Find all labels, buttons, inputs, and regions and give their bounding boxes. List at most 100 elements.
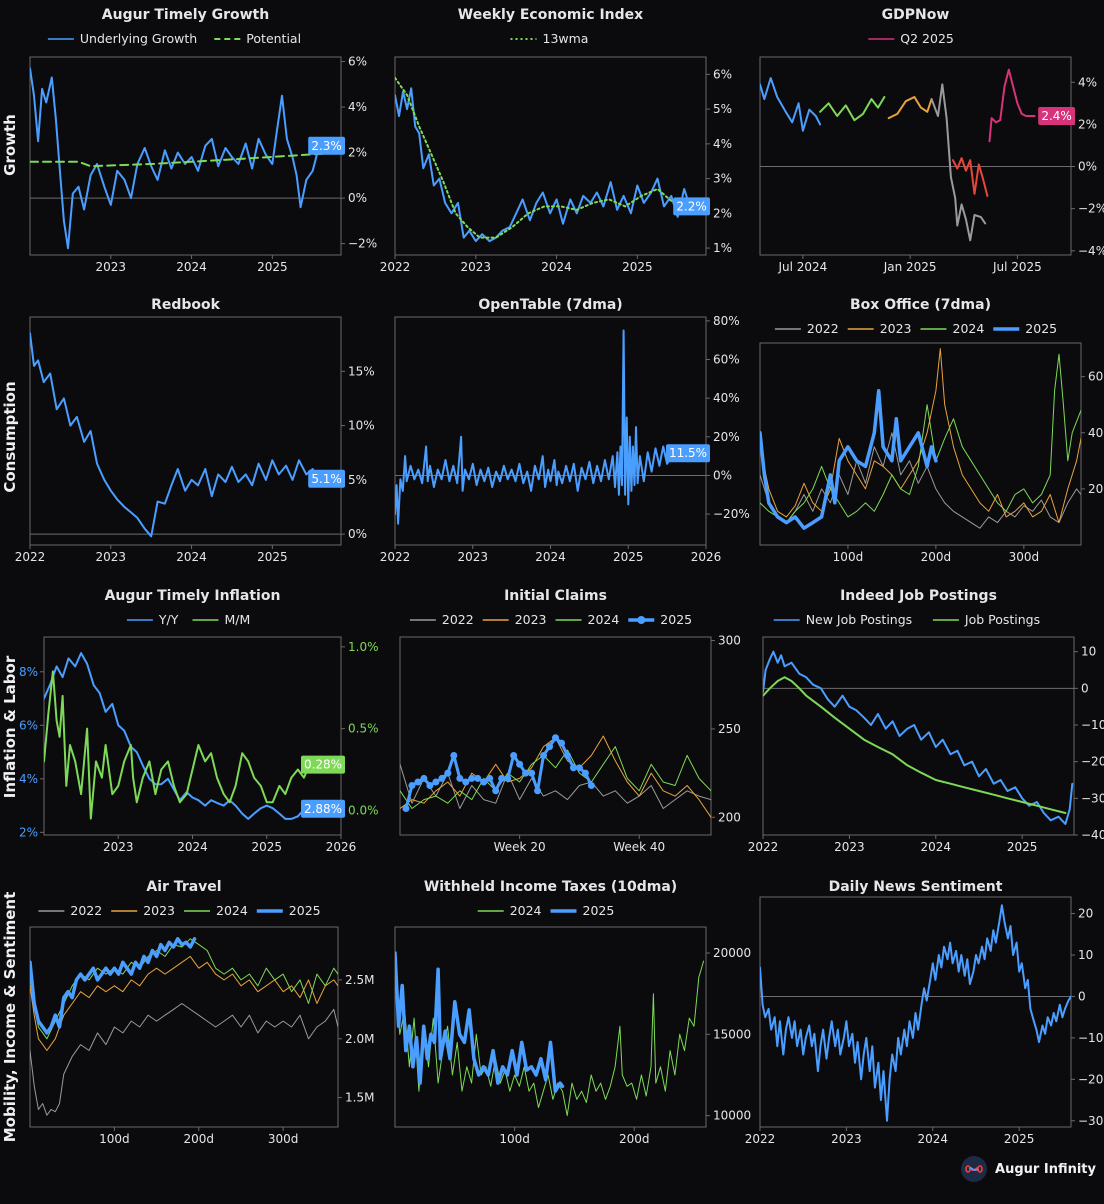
y-tick-label: 1.0%: [348, 640, 379, 654]
legend-label: New Job Postings: [806, 612, 912, 627]
y-tick-label: 60%: [713, 353, 740, 367]
series-group: [760, 904, 1071, 1122]
legend-item: Underlying Growth: [47, 31, 197, 46]
y-tick-label: 15%: [348, 364, 375, 378]
plot-frame: [29, 56, 342, 256]
legend-label: 2022: [807, 321, 839, 336]
y-tick-label: 1%: [713, 241, 732, 255]
series-line-q2-2025: [988, 68, 1036, 143]
series-marker: [516, 760, 524, 768]
y-tick-label: 200: [718, 810, 741, 824]
end-label: 5.1%: [311, 472, 342, 486]
end-label: 2.3%: [311, 139, 342, 153]
y-tick-label: 4%: [1078, 75, 1097, 89]
series-line-2022: [30, 1003, 338, 1116]
brand[interactable]: Augur Infinity: [961, 1156, 1096, 1182]
y-tick-label: −2%: [1078, 202, 1104, 216]
chart-title: Daily News Sentiment: [829, 879, 1003, 895]
x-tick-label: Week 40: [613, 840, 665, 854]
y-tick-label: −10: [1078, 1031, 1103, 1045]
end-label-box: [308, 136, 345, 155]
brand-name: Augur Infinity: [995, 1161, 1096, 1177]
chart-title: OpenTable (7dma): [478, 297, 622, 313]
y-tick-label: −20%: [713, 507, 750, 521]
series-marker: [498, 774, 506, 782]
x-tick-label: 2023: [457, 550, 488, 564]
legend-label: M/M: [225, 612, 251, 627]
legend-item: Potential: [214, 31, 301, 46]
x-tick-label: 2023: [103, 840, 134, 854]
series-group: [395, 76, 691, 243]
y-tick-label: 6%: [713, 67, 732, 81]
x-tick-label: 2024: [541, 260, 572, 274]
series-marker: [528, 769, 536, 777]
x-tick-label: 2025: [251, 840, 282, 854]
legend-label: 2025: [583, 903, 615, 918]
x-tick-label: 2025: [257, 550, 288, 564]
y-tick-label: 10000: [713, 1109, 751, 1123]
legend-item: 2023: [111, 903, 175, 918]
legend-item: 2024: [477, 903, 542, 918]
series-marker: [480, 778, 488, 786]
series-marker: [420, 774, 428, 782]
chart-title: Indeed Job Postings: [840, 588, 997, 604]
chart-opentable: OpenTable (7dma) 2022 2023 2024 2025 2026 80% 6…: [380, 297, 750, 564]
series-line-2023: [30, 955, 338, 1051]
legend-label: 2023: [515, 612, 547, 627]
series-marker: [546, 743, 554, 751]
y-tick-label: 0%: [348, 527, 367, 541]
series-line-2024: [395, 960, 705, 1117]
legend-item: Q2 2025: [868, 31, 954, 46]
y-tick-label: 20000: [713, 946, 751, 960]
x-tick-label: Jan 2025: [883, 260, 937, 274]
series-marker: [438, 774, 446, 782]
y-tick-label: 0%: [348, 191, 367, 205]
y-tick-label: 2.0M: [345, 1032, 374, 1046]
series-marker: [569, 764, 577, 772]
x-tick-label: 2024: [535, 550, 566, 564]
x-tick-label: 2025: [613, 550, 644, 564]
legend-item: 2024: [920, 321, 984, 336]
legend-item: 2024: [555, 612, 619, 627]
y-tick-label: 10: [1081, 645, 1096, 659]
series-marker: [414, 778, 422, 786]
y-tick-label: −2%: [348, 237, 377, 251]
chart-title: Air Travel: [146, 879, 221, 895]
series-line-job-postings: [763, 676, 1067, 814]
end-label: 2.88%: [304, 802, 342, 816]
legend-label: 2024: [216, 903, 248, 918]
series-marker: [563, 751, 571, 759]
series-marker: [432, 778, 440, 786]
legend-item: 2025: [256, 903, 321, 918]
y-tick-label: 10%: [348, 419, 375, 433]
legend-item: 2025: [628, 612, 692, 627]
x-tick-label: 100d: [833, 550, 864, 564]
x-tick-label: 2024: [921, 840, 952, 854]
chart-box-office: Box Office (7dma) 2022 2023 2024 2025 100d 200…: [759, 297, 1103, 564]
chart-news-sentiment: Daily News Sentiment 2022 2023 2024 2025 20 10…: [745, 879, 1104, 1146]
series-marker: [444, 769, 452, 777]
series-line-2024: [760, 353, 1081, 524]
legend-item: 2025: [993, 321, 1057, 336]
series-group: [30, 332, 326, 538]
series-marker: [510, 751, 518, 759]
x-tick-label: 2023: [96, 550, 127, 564]
y-tick-label: 10: [1078, 948, 1093, 962]
end-label-box: [666, 444, 710, 463]
x-tick-label: 200d: [619, 1132, 650, 1146]
x-tick-label: Jul 2025: [992, 260, 1042, 274]
legend-label: Job Postings: [964, 612, 1040, 627]
legend-item: 2022: [774, 321, 839, 336]
y-tick-label: 0%: [1078, 160, 1097, 174]
y-tick-label: −30: [1081, 791, 1104, 805]
y-tick-label: 4%: [713, 137, 732, 151]
y-tick-label: 4%: [348, 100, 367, 114]
row-label-consumption-text: Consumption: [1, 381, 19, 493]
series-line-2025: [395, 951, 565, 1093]
chart-gdpnow: GDPNow Q2 2025 Jul 2024 Jan 2025 Jul 2025 4% 2…: [759, 7, 1104, 274]
series-line-opentable: [395, 329, 676, 525]
series-marker: [534, 787, 542, 795]
x-tick-label: 200d: [184, 1132, 215, 1146]
x-tick-label: 2023: [461, 260, 492, 274]
legend-item: M/M: [192, 612, 251, 627]
